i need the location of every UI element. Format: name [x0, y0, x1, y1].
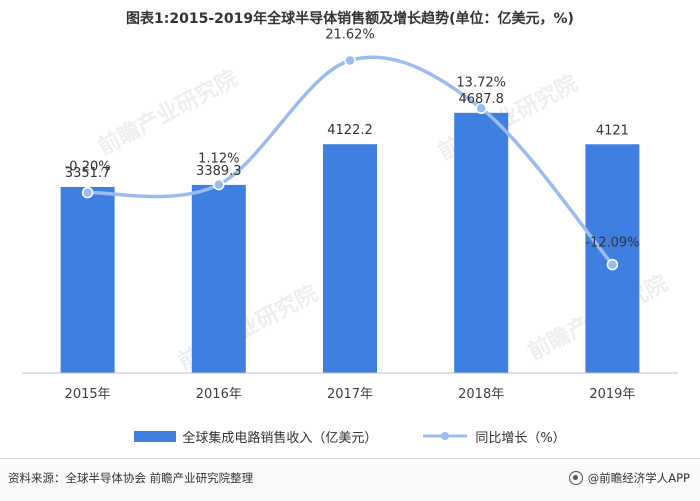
bar-value-label: 4122.2 — [327, 123, 373, 138]
brand-logo-icon — [568, 471, 583, 485]
source-note: 资料来源：全球半导体协会 前瞻产业研究院整理 — [8, 471, 254, 485]
footer: 资料来源：全球半导体协会 前瞻产业研究院整理 @前瞻经济学人APP — [0, 458, 700, 501]
legend-swatch-line — [423, 432, 468, 440]
brand[interactable]: @前瞻经济学人APP — [568, 470, 690, 486]
growth-point — [475, 102, 487, 115]
legend-swatch-bar — [134, 430, 177, 442]
bar — [323, 144, 377, 373]
growth-value-label: -12.09% — [585, 236, 639, 251]
x-tick-label: 2016年 — [196, 387, 242, 402]
bar — [60, 186, 115, 373]
chart-title: 图表1:2015-2019年全球半导体销售额及增长趋势(单位：亿美元，%) — [126, 11, 574, 27]
x-tick-label: 2019年 — [589, 387, 635, 402]
bar — [454, 112, 509, 374]
growth-value-label: -0.20% — [65, 160, 111, 175]
growth-point — [213, 178, 225, 191]
legend-label-line: 同比增长（%） — [475, 430, 566, 446]
legend-item-line[interactable]: 同比增长（%） — [421, 427, 566, 446]
bar — [191, 184, 246, 373]
legend-label-bar: 全球集成电路销售收入（亿美元） — [182, 430, 378, 446]
growth-point — [344, 54, 356, 67]
bar-value-label: 3389.3 — [196, 164, 242, 179]
bar-value-label: 4687.8 — [458, 92, 504, 107]
x-tick-label: 2018年 — [458, 387, 504, 402]
growth-value-label: 1.12% — [198, 152, 239, 167]
growth-value-label: 13.72% — [456, 75, 506, 90]
bar-value-label: 3351.7 — [65, 166, 111, 181]
bar-value-label: 4121 — [596, 123, 629, 138]
growth-point — [606, 258, 619, 271]
legend-item-bar[interactable]: 全球集成电路销售收入（亿美元） — [134, 427, 377, 446]
x-tick-label: 2015年 — [65, 387, 111, 402]
x-tick-label: 2017年 — [327, 387, 373, 402]
brand-label: @前瞻经济学人APP — [587, 471, 690, 485]
legend: 全球集成电路销售收入（亿美元） 同比增长（%） — [0, 427, 700, 446]
bar — [585, 144, 640, 373]
growth-value-label: 21.62% — [325, 27, 375, 42]
growth-point — [81, 186, 94, 199]
